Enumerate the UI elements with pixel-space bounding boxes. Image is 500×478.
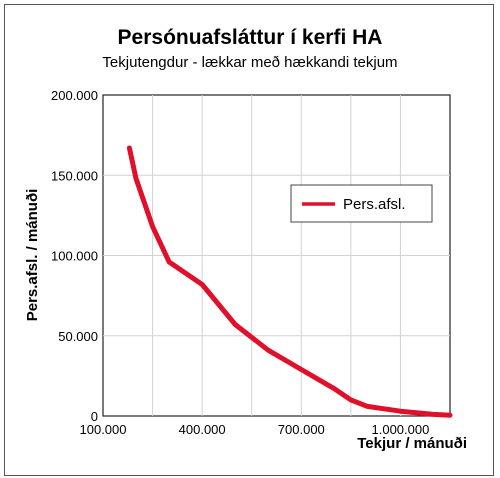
chart-subtitle: Tekjutengdur - lækkar með hækkandi tekju… (102, 54, 398, 71)
tick-labels: 100.000 400.000 700.000 1.000.000 0 50.000 100… (51, 88, 429, 437)
x-axis-title: Tekjur / mánuði (357, 435, 467, 452)
series-lines (126, 145, 453, 418)
series-line-pers-afsl (126, 145, 453, 418)
x-tick-label: 400.000 (179, 422, 226, 437)
y-tick-label: 150.000 (51, 168, 98, 183)
y-tick-label: 0 (91, 409, 98, 424)
x-tick-label: 700.000 (278, 422, 325, 437)
y-tick-label: 100.000 (51, 249, 98, 264)
grid-lines (103, 95, 450, 416)
x-tick-label: 100.000 (80, 422, 127, 437)
y-tick-label: 50.000 (58, 329, 98, 344)
chart-title: Persónuafsláttur í kerfi HA (117, 26, 383, 49)
x-tick-label: 1.000.000 (372, 422, 430, 437)
y-tick-label: 200.000 (51, 88, 98, 103)
legend: Pers.afsl. (290, 184, 433, 223)
legend-label-pers-afsl: Pers.afsl. (343, 196, 406, 213)
y-axis-title: Pers.afsl. / mánuði (24, 189, 41, 322)
